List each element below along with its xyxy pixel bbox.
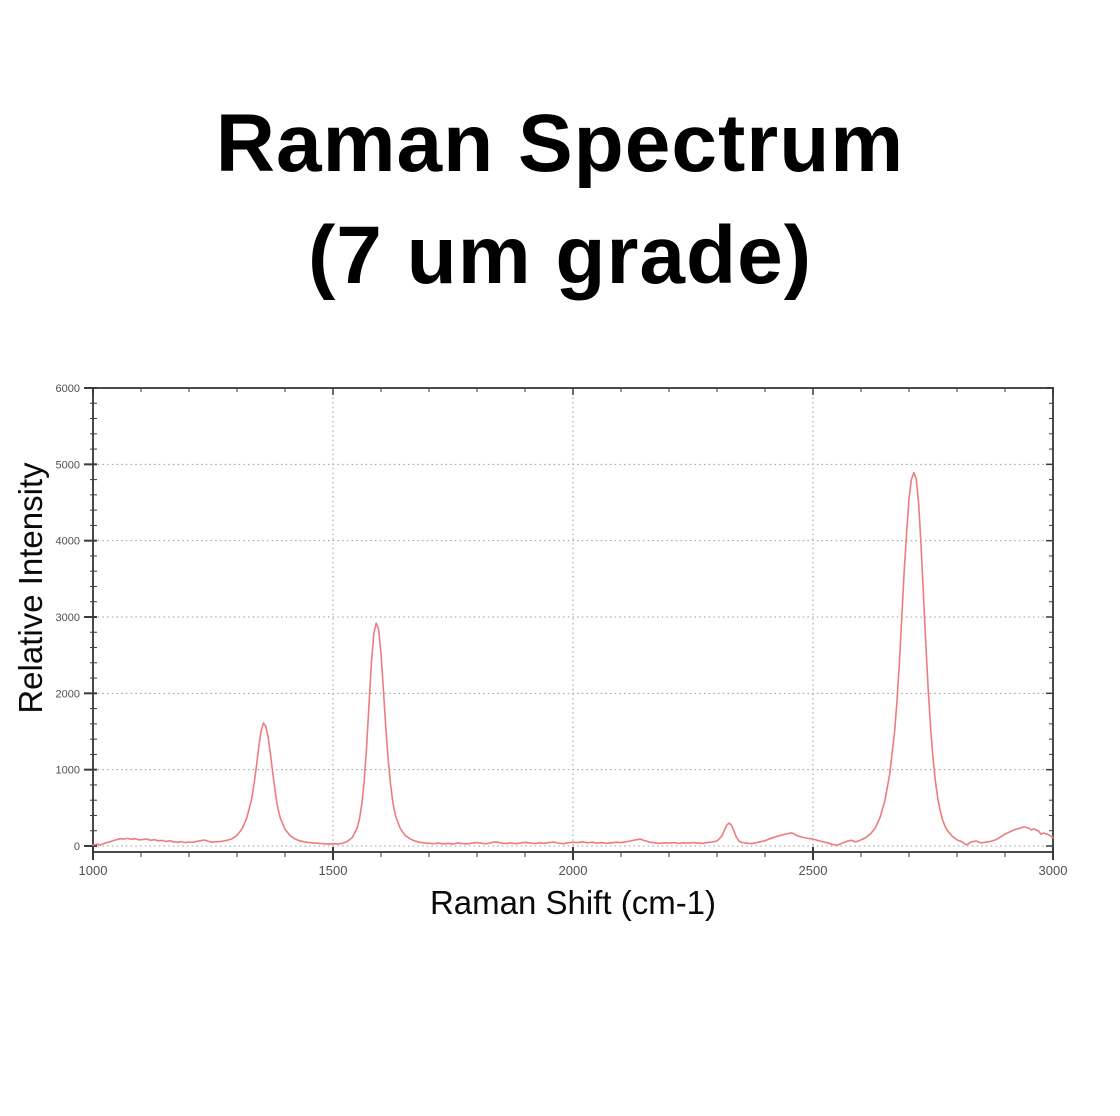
plot-frame bbox=[92, 387, 1054, 853]
x-tick-label: 3000 bbox=[1039, 863, 1068, 878]
page-title-line1: Raman Spectrum bbox=[215, 98, 905, 189]
x-tick-label: 1000 bbox=[79, 863, 108, 878]
x-tick-label: 2000 bbox=[559, 863, 588, 878]
y-tick-label: 1000 bbox=[56, 765, 80, 777]
x-tick-label: 2500 bbox=[799, 863, 828, 878]
spectrum-line bbox=[92, 471, 1054, 847]
x-axis-title: Raman Shift (cm-1) bbox=[429, 884, 717, 921]
page-title-line2: (7 um grade) bbox=[307, 210, 813, 301]
page-title: Raman Spectrum (7 um grade) bbox=[0, 88, 1120, 312]
y-tick-label: 0 bbox=[74, 841, 80, 853]
y-tick-label: 2000 bbox=[56, 688, 80, 700]
y-tick-label: 4000 bbox=[56, 536, 80, 548]
x-tick-label: 1500 bbox=[319, 863, 348, 878]
y-tick-label: 3000 bbox=[56, 612, 80, 624]
y-tick-label: 5000 bbox=[56, 459, 80, 471]
y-tick-label: 6000 bbox=[56, 383, 80, 395]
